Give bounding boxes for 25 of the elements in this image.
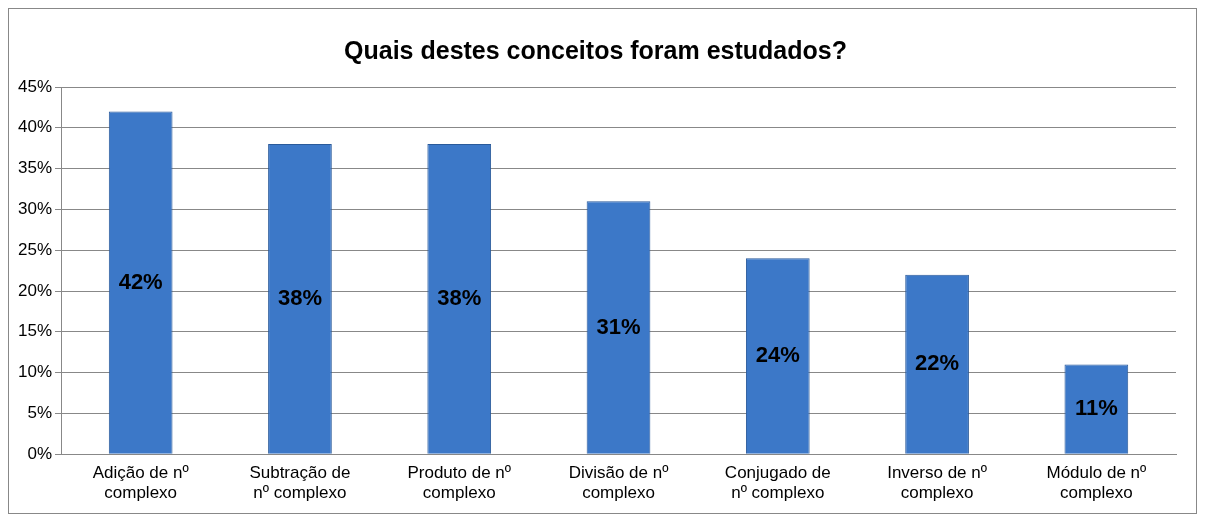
x-tick-label: Inverso de nº complexo <box>887 463 987 503</box>
x-tick-label: Produto de nº complexo <box>407 463 512 503</box>
data-label: 31% <box>596 313 641 339</box>
y-tick-label: 45% <box>17 76 53 96</box>
y-tick-label: 30% <box>17 199 53 219</box>
data-label: 22% <box>915 350 960 376</box>
x-tick-label: Conjugado de nº complexo <box>724 463 831 503</box>
x-tick-label: Módulo de nº complexo <box>1046 463 1147 503</box>
y-tick-label: 10% <box>17 362 53 382</box>
data-label: 42% <box>118 268 163 294</box>
chart-title: Quais destes conceitos foram estudados? <box>344 35 847 64</box>
data-label: 24% <box>755 342 800 368</box>
data-label: 11% <box>1074 395 1118 421</box>
y-tick-label: 5% <box>27 403 53 423</box>
y-tick-label: 35% <box>17 158 53 178</box>
data-label: 38% <box>437 284 482 310</box>
y-tick-label: 40% <box>17 117 53 137</box>
x-tick-label: Divisão de nº complexo <box>568 463 669 503</box>
y-tick-label: 0% <box>27 443 53 463</box>
y-tick-label: 20% <box>17 280 53 300</box>
x-tick-label: Adição de nº complexo <box>92 463 189 503</box>
x-tick-label: Subtração de nº complexo <box>249 463 351 503</box>
y-tick-label: 15% <box>17 321 53 341</box>
data-label: 38% <box>277 284 322 310</box>
y-tick-label: 25% <box>17 239 53 259</box>
